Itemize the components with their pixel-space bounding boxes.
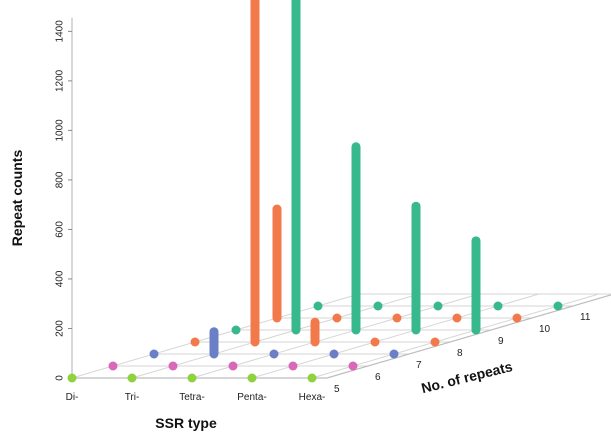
grid-col-line xyxy=(251,293,540,379)
y-tick-label: 400 xyxy=(55,270,66,287)
point xyxy=(67,373,77,383)
z-tick-label: 7 xyxy=(416,360,422,371)
point xyxy=(108,361,118,371)
y-tick-label: 1000 xyxy=(55,119,66,142)
z-axis-title: No. of repeats xyxy=(420,358,515,396)
y-tick-label: 0 xyxy=(55,375,66,381)
point xyxy=(231,325,241,335)
point xyxy=(348,361,358,371)
bars xyxy=(67,0,563,383)
point xyxy=(452,313,462,323)
point xyxy=(313,301,323,311)
z-tick-label: 5 xyxy=(334,384,340,395)
floor-grid xyxy=(71,293,611,379)
point xyxy=(127,373,137,383)
point xyxy=(288,361,298,371)
x-tick-label: Penta- xyxy=(237,392,266,403)
x-tick-label: Tetra- xyxy=(179,392,205,403)
y-tick-label: 800 xyxy=(55,171,66,188)
z-ticks: 5 6 7 8 9 10 11 xyxy=(334,312,591,395)
point xyxy=(512,313,522,323)
y-tick-label: 600 xyxy=(55,221,66,238)
z-tick-label: 10 xyxy=(539,324,551,335)
point xyxy=(269,349,279,359)
grid-col-line xyxy=(131,293,420,379)
grid-col-line xyxy=(311,293,600,379)
point xyxy=(493,301,503,311)
point xyxy=(332,313,342,323)
point xyxy=(553,301,563,311)
point xyxy=(370,337,380,347)
z-tick-label: 9 xyxy=(498,336,504,347)
y-ticks: 0 200 400 600 800 1000 1200 1400 xyxy=(55,20,72,381)
x-axis-title: SSR type xyxy=(155,415,217,431)
grid-col-line xyxy=(191,293,480,379)
z-axis-line xyxy=(326,294,611,379)
z-tick-label: 11 xyxy=(580,312,591,323)
point xyxy=(149,349,159,359)
point xyxy=(329,349,339,359)
x-tick-label: Di- xyxy=(66,392,79,403)
axes xyxy=(71,18,611,379)
z-tick-label: 6 xyxy=(375,372,381,383)
point xyxy=(392,313,402,323)
y-tick-label: 1400 xyxy=(55,20,66,43)
y-tick-label: 1200 xyxy=(55,69,66,92)
z-tick-label: 8 xyxy=(457,348,463,359)
x-ticks: Di- Tri- Tetra- Penta- Hexa- xyxy=(66,392,326,403)
point xyxy=(187,373,197,383)
point xyxy=(190,337,200,347)
point xyxy=(228,361,238,371)
point xyxy=(373,301,383,311)
x-tick-label: Hexa- xyxy=(299,392,326,403)
point xyxy=(430,337,440,347)
point xyxy=(307,373,317,383)
point xyxy=(389,349,399,359)
y-tick-label: 200 xyxy=(55,320,66,337)
point xyxy=(433,301,443,311)
point xyxy=(168,361,178,371)
x-tick-label: Tri- xyxy=(125,392,140,403)
point xyxy=(247,373,257,383)
y-axis-title: Repeat counts xyxy=(9,150,25,247)
